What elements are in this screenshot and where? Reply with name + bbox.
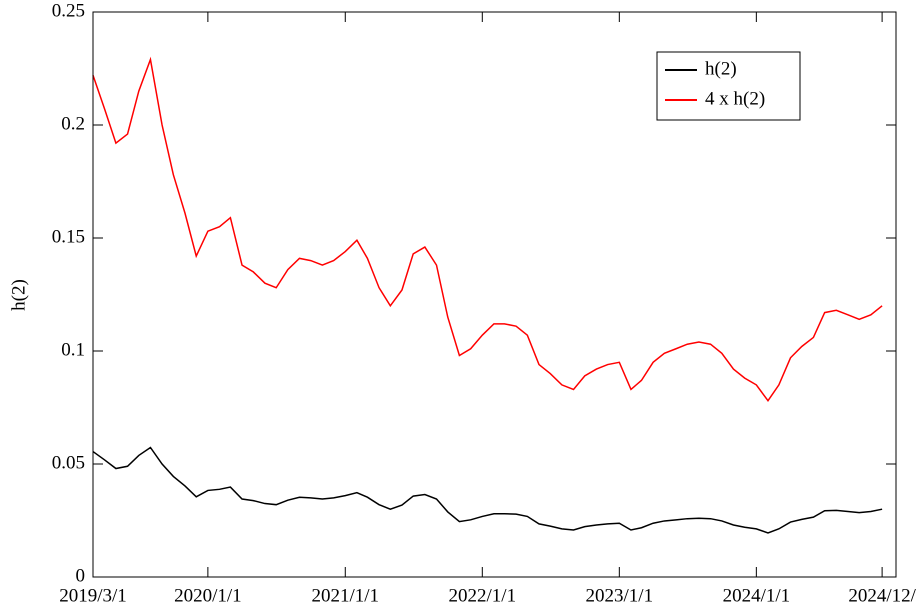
y-tick-label: 0.15 [52,226,85,247]
y-tick-label: 0 [76,565,86,586]
legend-label: h(2) [705,58,737,79]
x-tick-label: 2023/1/1 [586,585,654,606]
series-line [92,56,883,403]
plot-frame [92,11,897,578]
x-tick-label: 2024/1/1 [723,585,791,606]
y-tick-label: 0.05 [52,452,85,473]
y-tick-label: 0.1 [61,339,85,360]
series-line [92,446,883,534]
legend-label: 4 x h(2) [705,88,765,109]
x-tick-label: 2022/1/1 [449,585,517,606]
y-tick-label: 0.2 [61,113,85,134]
x-tick-label: 2020/1/1 [174,585,242,606]
x-tick-label: 2021/1/1 [311,585,379,606]
y-axis-label: h(2) [8,279,29,311]
y-tick-label: 0.25 [52,0,85,21]
x-tick-label: 2024/12/ [848,585,916,606]
legend-box [656,51,801,121]
x-tick-label: 2019/3/1 [59,585,127,606]
